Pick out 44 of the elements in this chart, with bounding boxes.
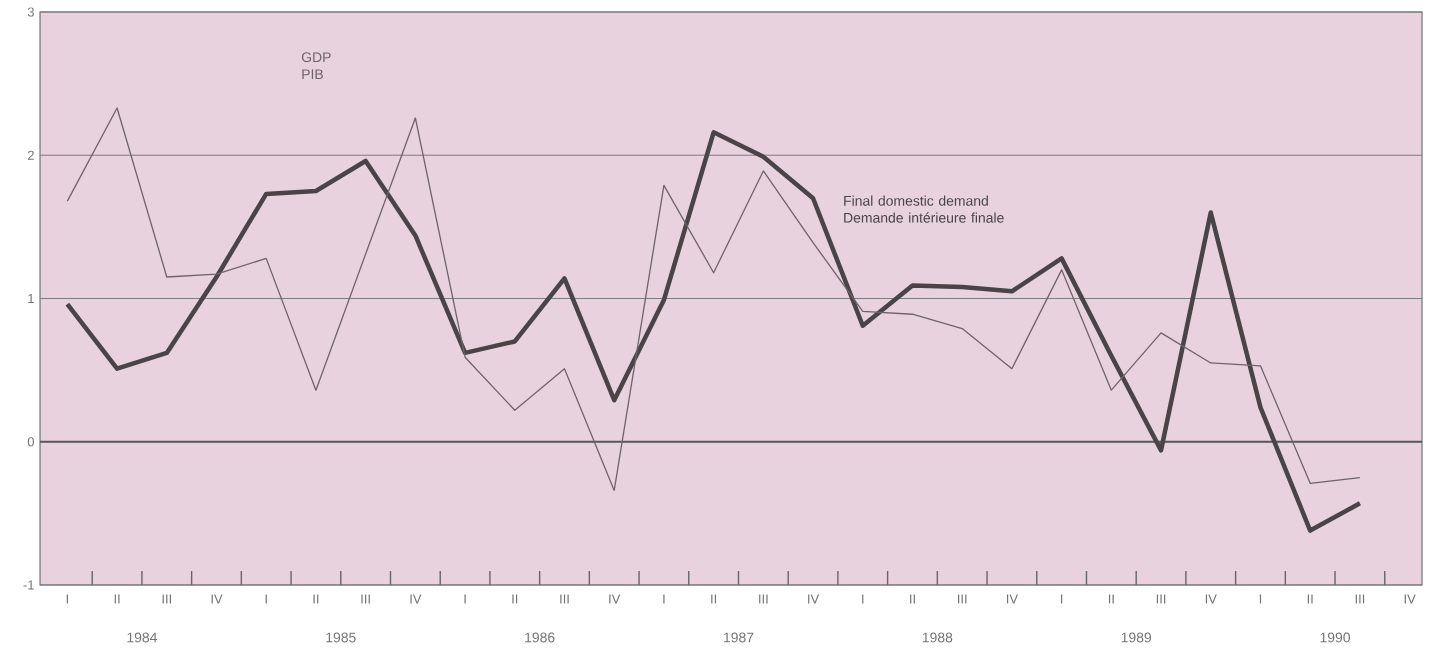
x-tick-label: IV <box>1404 594 1416 604</box>
x-tick-label: I <box>265 594 267 604</box>
x-tick-label: II <box>1307 594 1313 604</box>
x-tick-label: II <box>313 594 319 604</box>
series-label: Final domestic demand Demande intérieure finale <box>844 195 1004 223</box>
text: 1984 <box>127 632 158 643</box>
x-tick-label: IV <box>1205 594 1217 604</box>
x-tick-label: II <box>711 594 717 604</box>
x-tick-label: I <box>66 594 68 604</box>
text: GDP PIB <box>301 52 331 79</box>
x-tick-label: I <box>464 594 466 604</box>
y-tick-label: 3 <box>27 7 34 17</box>
y-tick-label: -1 <box>23 580 34 590</box>
x-tick-label: I <box>1061 594 1063 604</box>
x-tick-label: III <box>361 594 370 604</box>
line-series <box>66 107 1361 492</box>
x-tick-label: III <box>958 594 967 604</box>
x-tick-label: II <box>1108 594 1114 604</box>
y-tick-label: 0 <box>27 437 34 447</box>
line-series <box>65 130 1363 533</box>
x-tick-label: III <box>1156 594 1166 604</box>
text: 1986 <box>525 632 555 643</box>
x-tick-label: I <box>663 594 665 604</box>
x-tick-label: IV <box>410 594 422 604</box>
x-tick-label: III <box>560 594 569 604</box>
x-tick-label: I <box>862 594 864 604</box>
text: 1985 <box>326 632 356 643</box>
x-tick-label: IV <box>808 594 820 604</box>
y-tick-label: 2 <box>27 150 34 160</box>
x-tick-label: III <box>759 594 768 604</box>
text: 1988 <box>922 632 953 643</box>
x-tick-label: IV <box>609 594 621 604</box>
x-tick-label: III <box>162 594 171 604</box>
x-tick-label: IV <box>211 594 223 604</box>
x-tick-label: IV <box>1006 594 1018 604</box>
x-tick-label: II <box>114 594 120 604</box>
text: 1987 <box>724 632 754 643</box>
text: 1990 <box>1320 632 1351 643</box>
x-tick-label: III <box>1355 594 1365 604</box>
x-tick-label: II <box>910 594 915 604</box>
x-tick-label: II <box>512 594 518 604</box>
x-tick-label: I <box>1259 594 1262 604</box>
y-tick-label: 1 <box>28 294 34 303</box>
text: 1989 <box>1121 632 1152 643</box>
